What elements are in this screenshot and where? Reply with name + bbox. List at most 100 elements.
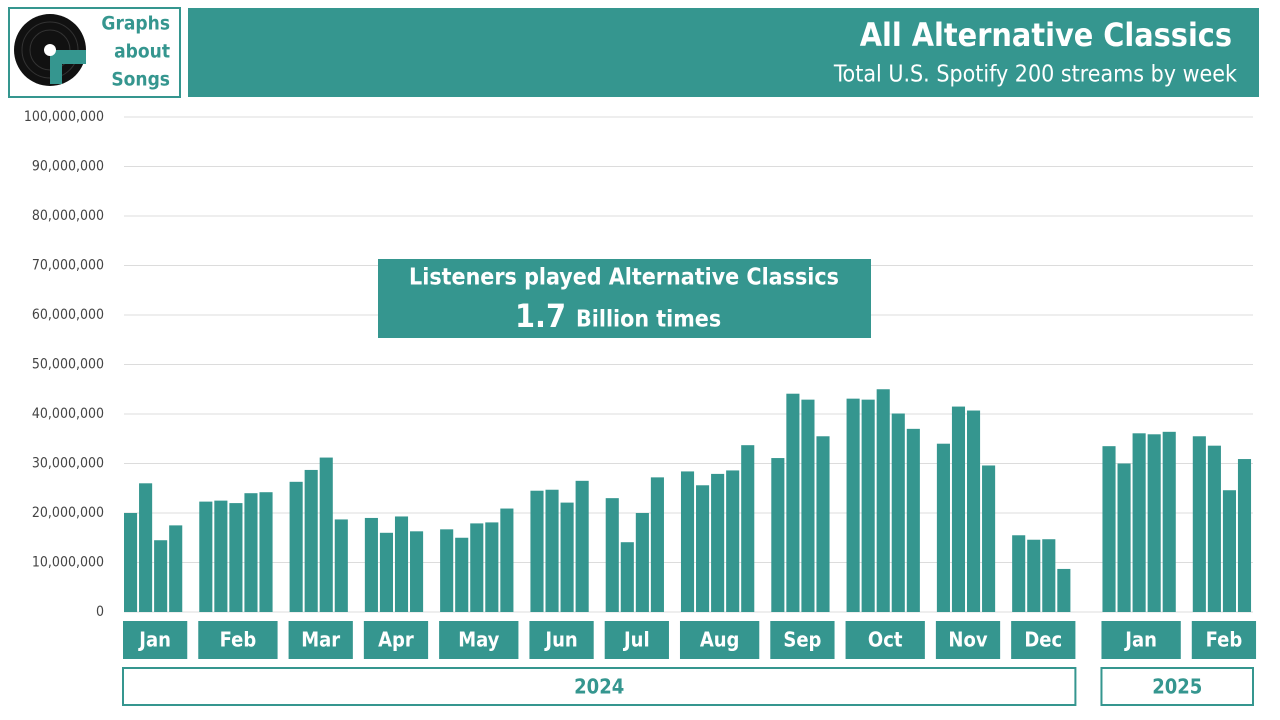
x-tick-label: Jul bbox=[623, 628, 650, 652]
bar bbox=[620, 542, 634, 612]
bar bbox=[906, 428, 920, 612]
bar bbox=[244, 493, 258, 612]
bar bbox=[966, 410, 981, 612]
y-tick-label: 70,000,000 bbox=[32, 258, 104, 274]
x-tick-label: Dec bbox=[1024, 628, 1062, 652]
bar bbox=[816, 436, 830, 612]
bar bbox=[951, 406, 966, 612]
y-tick-label: 0 bbox=[96, 604, 104, 620]
bar bbox=[801, 399, 815, 612]
x-tick-label: Mar bbox=[301, 628, 340, 652]
month-box bbox=[770, 621, 835, 659]
bar bbox=[229, 503, 243, 612]
y-tick-label: 10,000,000 bbox=[32, 555, 104, 571]
bar bbox=[846, 398, 860, 612]
bar bbox=[982, 465, 996, 612]
bar bbox=[741, 445, 755, 612]
bar bbox=[711, 473, 725, 612]
bar bbox=[455, 537, 469, 612]
month-box bbox=[1101, 621, 1181, 659]
month-box bbox=[123, 621, 188, 659]
x-tick-label: Apr bbox=[378, 628, 414, 652]
month-box bbox=[529, 621, 594, 659]
month-box bbox=[679, 621, 760, 659]
x-tick-label: Feb bbox=[220, 628, 257, 652]
chart-title: All Alternative Classics bbox=[860, 16, 1232, 54]
bar bbox=[771, 458, 785, 612]
bar bbox=[1102, 446, 1116, 612]
y-tick-label: 50,000,000 bbox=[32, 357, 104, 373]
bar bbox=[696, 485, 710, 612]
bar bbox=[786, 393, 800, 612]
annotation-text: Billion times bbox=[576, 307, 721, 333]
bar bbox=[199, 501, 213, 612]
bar bbox=[410, 531, 424, 612]
bar bbox=[545, 489, 559, 612]
bar bbox=[139, 483, 153, 612]
month-box bbox=[363, 621, 429, 659]
month-box bbox=[935, 621, 1001, 659]
month-box bbox=[198, 621, 278, 659]
bar bbox=[861, 399, 875, 612]
bar bbox=[214, 500, 228, 612]
bar bbox=[1012, 535, 1026, 612]
y-tick-label: 80,000,000 bbox=[32, 208, 104, 224]
bar bbox=[1222, 490, 1236, 612]
bar bbox=[575, 480, 589, 612]
x-tick-label: Aug bbox=[700, 628, 740, 652]
logo-text: Graphs bbox=[101, 13, 170, 35]
bar bbox=[635, 513, 649, 612]
bar bbox=[154, 540, 168, 612]
annotation-number: 1.7 bbox=[515, 297, 566, 335]
year-label: 2025 bbox=[1152, 675, 1202, 699]
bar bbox=[169, 525, 183, 612]
bar bbox=[259, 492, 273, 612]
x-tick-label: Jan bbox=[138, 628, 171, 652]
bar bbox=[1192, 436, 1206, 612]
bar bbox=[500, 508, 514, 612]
bar bbox=[891, 413, 905, 612]
bar bbox=[334, 519, 348, 612]
bar bbox=[876, 389, 890, 612]
annotation-text: Listeners played Alternative Classics bbox=[409, 265, 839, 291]
y-tick-label: 30,000,000 bbox=[32, 456, 104, 472]
annotation-box bbox=[378, 259, 871, 338]
bar bbox=[379, 532, 394, 612]
x-tick-label: Oct bbox=[868, 628, 903, 652]
bar bbox=[1132, 433, 1146, 612]
bar bbox=[394, 516, 409, 612]
month-box bbox=[845, 621, 925, 659]
bar bbox=[1147, 434, 1161, 612]
month-box bbox=[439, 621, 519, 659]
bar bbox=[289, 481, 303, 612]
bar bbox=[560, 502, 574, 612]
month-box bbox=[288, 621, 353, 659]
plot: 0 10,000,000 20,000,000 30,000,000 40,000,00… bbox=[24, 109, 1257, 706]
y-tick-label: 90,000,000 bbox=[32, 159, 104, 175]
bar bbox=[530, 490, 544, 612]
bar bbox=[1117, 463, 1131, 612]
bar bbox=[605, 498, 619, 612]
bar bbox=[124, 513, 138, 612]
bar bbox=[1207, 445, 1221, 612]
bar bbox=[319, 457, 333, 612]
bar bbox=[1162, 431, 1176, 612]
bar bbox=[1237, 459, 1252, 612]
y-tick-label: 40,000,000 bbox=[32, 406, 104, 422]
logo-record bbox=[14, 14, 86, 86]
month-box bbox=[1011, 621, 1076, 659]
bar bbox=[1027, 539, 1041, 612]
bar bbox=[1042, 539, 1056, 612]
year-box bbox=[1100, 667, 1255, 706]
bar bbox=[726, 470, 740, 612]
month-box bbox=[604, 621, 669, 659]
bar bbox=[440, 529, 454, 612]
bar bbox=[936, 443, 950, 612]
bar bbox=[650, 477, 664, 612]
bar bbox=[304, 469, 318, 612]
x-tick-label: May bbox=[458, 628, 499, 652]
x-tick-label: Jan bbox=[1124, 628, 1157, 652]
chart-subtitle: Total U.S. Spotify 200 streams by week bbox=[833, 62, 1237, 88]
bar bbox=[470, 523, 484, 612]
